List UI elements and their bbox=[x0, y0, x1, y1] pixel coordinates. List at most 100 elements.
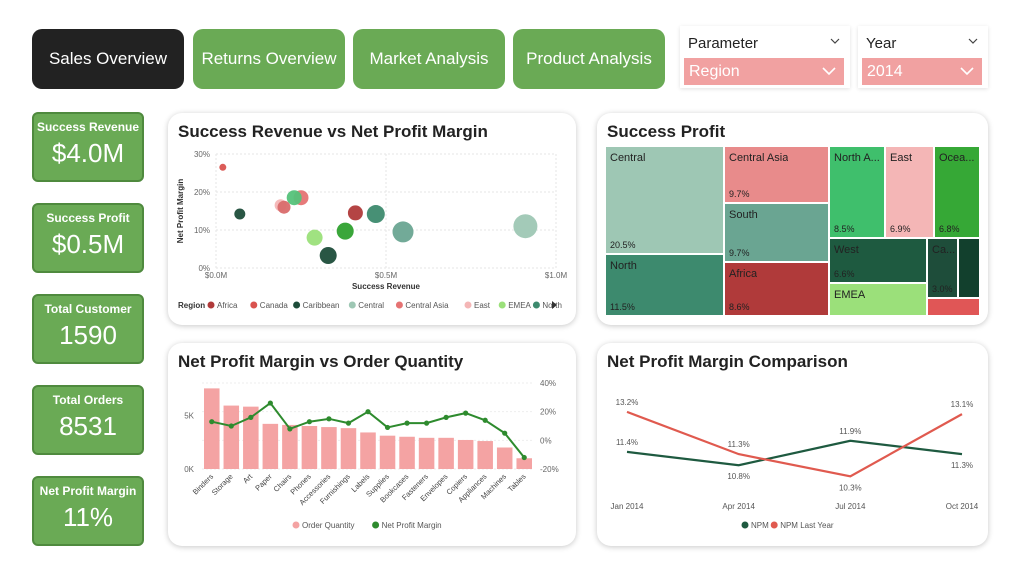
treemap-cell-value: 6.6% bbox=[834, 269, 855, 279]
kpi-value: 11% bbox=[62, 502, 114, 532]
scatter-point bbox=[392, 221, 414, 243]
treemap-cell[interactable]: West 6.6% bbox=[829, 238, 927, 283]
tab-sales-overview[interactable]: Sales Overview bbox=[32, 29, 184, 89]
treemap-cell[interactable]: East 6.9% bbox=[885, 146, 934, 238]
npm-point bbox=[443, 414, 449, 420]
legend-marker bbox=[250, 301, 258, 309]
kpi-success-profit: Success Profit $0.5M bbox=[32, 203, 144, 273]
treemap-cell-value: 6.9% bbox=[890, 224, 911, 234]
npm-line bbox=[626, 439, 963, 467]
chevron-down-icon[interactable] bbox=[830, 36, 840, 46]
npm-last-year-line bbox=[626, 410, 963, 478]
legend-label: Order Quantity bbox=[302, 521, 354, 530]
treemap-cell[interactable]: Central Asia 9.7% bbox=[724, 146, 829, 203]
y-axis-label: Net Profit Margin bbox=[176, 179, 185, 244]
scatter-point bbox=[366, 205, 385, 224]
treemap-cell[interactable]: North A... 8.5% bbox=[829, 146, 885, 238]
legend-marker bbox=[292, 521, 300, 529]
chevron-down-icon bbox=[822, 67, 836, 76]
y-tick-label: 10% bbox=[194, 226, 210, 235]
x-tick-label: Apr 2014 bbox=[722, 502, 755, 511]
chevron-down-icon[interactable] bbox=[968, 36, 978, 46]
legend-label: EMEA bbox=[508, 301, 531, 310]
treemap-cell-label: EMEA bbox=[834, 289, 866, 301]
y-right-tick-label: -20% bbox=[540, 465, 559, 474]
treemap-cell[interactable]: EMEA bbox=[829, 283, 927, 316]
scatter-title: Success Revenue vs Net Profit Margin bbox=[178, 122, 488, 141]
npm-point bbox=[463, 410, 469, 416]
scatter-point bbox=[219, 163, 227, 171]
scatter-point bbox=[234, 208, 246, 220]
data-label: 10.8% bbox=[727, 472, 750, 481]
treemap-cell[interactable]: Ocea... 6.8% bbox=[934, 146, 980, 238]
bar bbox=[438, 437, 454, 469]
legend-marker bbox=[348, 301, 356, 309]
data-label: 11.3% bbox=[951, 461, 973, 470]
scatter-point bbox=[306, 229, 323, 246]
tab-market-analysis[interactable]: Market Analysis bbox=[353, 29, 505, 89]
kpi-total-orders: Total Orders 8531 bbox=[32, 385, 144, 455]
x-tick-label: Jul 2014 bbox=[835, 502, 866, 511]
data-label: 13.1% bbox=[951, 400, 974, 409]
tab-returns-overview[interactable]: Returns Overview bbox=[193, 29, 345, 89]
treemap-cell-value: 20.5% bbox=[610, 240, 636, 250]
x-tick-label: Art bbox=[241, 471, 255, 485]
treemap-cell[interactable]: South 9.7% bbox=[724, 203, 829, 262]
scatter-point bbox=[347, 205, 363, 221]
treemap-cell[interactable]: North 11.5% bbox=[605, 254, 724, 316]
treemap-cell[interactable] bbox=[927, 298, 980, 316]
bar bbox=[496, 447, 513, 469]
legend-marker bbox=[498, 301, 506, 309]
legend-next-icon bbox=[552, 301, 557, 309]
parameter-dropdown[interactable]: Region bbox=[684, 58, 844, 85]
bar bbox=[262, 423, 279, 469]
x-tick-label: Paper bbox=[253, 472, 274, 493]
parameter-value: Region bbox=[689, 63, 740, 80]
treemap-cell-label: Ocea... bbox=[939, 152, 975, 164]
year-value: 2014 bbox=[867, 63, 903, 80]
treemap-chart: Central 20.5% North 11.5% Central Asia 9.7% So… bbox=[605, 146, 980, 316]
kpi-value: 8531 bbox=[59, 411, 117, 441]
y-left-tick-label: 5K bbox=[184, 411, 194, 420]
y-right-tick-label: 0% bbox=[540, 436, 552, 445]
treemap-cell[interactable] bbox=[958, 238, 980, 298]
npm-point bbox=[384, 424, 391, 431]
treemap-cell[interactable]: Central 20.5% bbox=[605, 146, 724, 254]
npm-point bbox=[423, 420, 430, 426]
treemap-cell-label: Africa bbox=[729, 268, 758, 280]
year-slicer: Year 2014 bbox=[858, 26, 988, 88]
legend-marker bbox=[741, 521, 749, 529]
y-right-tick-label: 20% bbox=[540, 408, 556, 417]
scatter-panel: Success Revenue vs Net Profit Margin 0% 1… bbox=[168, 113, 576, 325]
npm-point bbox=[209, 419, 215, 425]
bar bbox=[418, 437, 435, 469]
npm-point bbox=[248, 414, 254, 420]
tab-product-analysis[interactable]: Product Analysis bbox=[513, 29, 665, 89]
combo-title: Net Profit Margin vs Order Quantity bbox=[178, 352, 464, 371]
bar bbox=[360, 432, 376, 469]
treemap-cell[interactable]: Africa 8.6% bbox=[724, 262, 829, 316]
legend-label: Central bbox=[358, 301, 384, 310]
legend-marker bbox=[207, 301, 215, 309]
kpi-title: Success Profit bbox=[46, 211, 130, 225]
x-axis-label: Success Revenue bbox=[352, 282, 421, 291]
legend-marker bbox=[532, 301, 540, 309]
x-tick-label: Oct 2014 bbox=[946, 502, 979, 511]
bar bbox=[457, 439, 474, 469]
y-right-tick-label: 40% bbox=[540, 379, 556, 388]
kpi-value: $0.5M bbox=[51, 229, 125, 259]
year-dropdown[interactable]: 2014 bbox=[862, 58, 982, 85]
year-slicer-title: Year bbox=[866, 35, 897, 52]
bar bbox=[379, 435, 396, 469]
treemap-panel: Success Profit Central 20.5% North 11.5% Cen… bbox=[597, 113, 988, 325]
bar bbox=[516, 458, 532, 469]
kpi-success-revenue: Success Revenue $4.0M bbox=[32, 112, 144, 182]
npm-point bbox=[287, 426, 293, 432]
treemap-cell[interactable]: Ca... 3.0% bbox=[927, 238, 958, 298]
x-tick-label: $0.5M bbox=[375, 271, 398, 280]
parameter-slicer: Parameter Region bbox=[680, 26, 850, 88]
npm-point bbox=[365, 409, 371, 415]
legend-label: Central Asia bbox=[405, 301, 449, 310]
treemap-cell-label: Central bbox=[610, 152, 646, 164]
